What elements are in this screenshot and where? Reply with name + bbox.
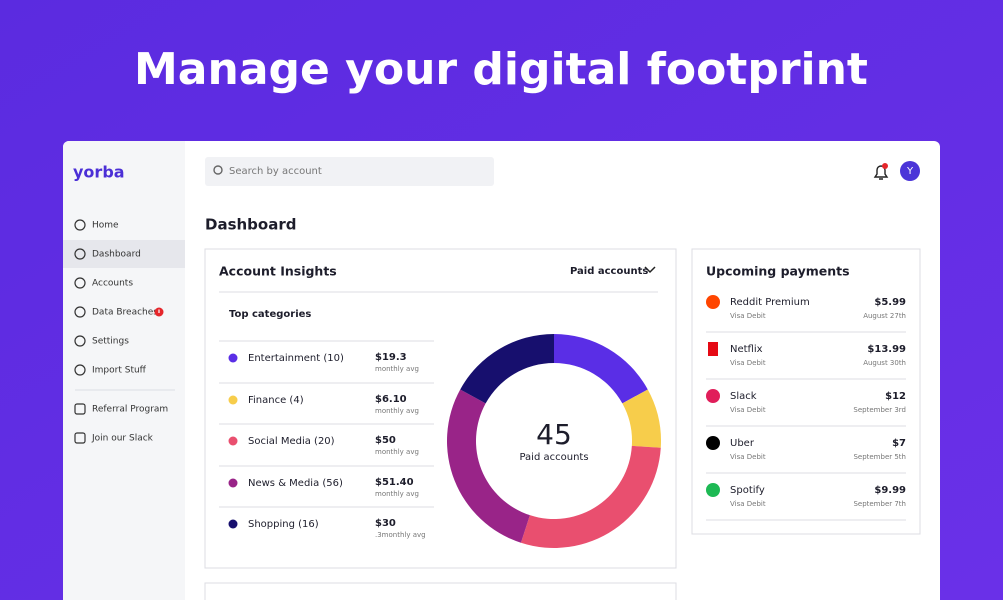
category-label: Social Media (20): [248, 436, 335, 447]
nav-item[interactable]: Accounts: [92, 279, 133, 289]
payment-name: Netflix: [730, 344, 763, 355]
category-note: monthly avg: [375, 365, 419, 373]
payment-date: September 7th: [853, 500, 906, 508]
nav-item[interactable]: Data Breaches: [92, 308, 158, 318]
payment-amount: $13.99: [867, 344, 906, 355]
dropdown[interactable]: Paid accounts: [570, 266, 648, 277]
category-note: .3monthly avg: [375, 531, 426, 539]
donut-segment: [460, 334, 554, 404]
nav-icon: [74, 219, 86, 231]
chevron: [644, 266, 656, 274]
payments-panel: [691, 248, 921, 535]
service-icon: [706, 436, 720, 450]
category-label: Finance (4): [248, 395, 304, 406]
category-label: Entertainment (10): [248, 353, 344, 364]
category-amount: $30: [375, 518, 396, 529]
payment-date: September 3rd: [853, 406, 906, 414]
payment-plan: Visa Debit: [730, 500, 766, 508]
category-note: monthly avg: [375, 407, 419, 415]
donut-segment: [622, 389, 661, 448]
nav-item[interactable]: Join our Slack: [91, 434, 154, 444]
payment-date: September 5th: [853, 453, 906, 461]
service-icon: [706, 389, 720, 403]
donut-segment: [520, 445, 661, 548]
donut-segment: [554, 334, 648, 404]
service-icon: [706, 483, 720, 497]
category-dot: [228, 353, 238, 363]
nav-icon: [74, 277, 86, 289]
payment-name: Uber: [730, 438, 755, 449]
nav-item[interactable]: Settings: [92, 337, 129, 347]
category-dot: [228, 478, 238, 488]
category-dot: [228, 436, 238, 446]
service-icon: [706, 295, 720, 309]
logo: yorba: [73, 163, 125, 182]
nav-icon: [74, 364, 86, 376]
nav-active: [63, 240, 185, 268]
payment-plan: Visa Debit: [730, 359, 766, 367]
bell-icon[interactable]: [873, 165, 889, 180]
payment-date: August 30th: [863, 359, 906, 367]
payment-plan: Visa Debit: [730, 453, 766, 461]
page-title: Dashboard: [205, 216, 296, 234]
headline: Manage your digital footprint: [134, 44, 868, 95]
payment-name: Spotify: [730, 485, 765, 496]
notification-dot: [882, 163, 888, 169]
search-placeholder: Search by account: [229, 166, 322, 177]
nav-item[interactable]: Home: [92, 221, 119, 231]
nav-icon: [74, 248, 86, 260]
payment-amount: $5.99: [874, 297, 906, 308]
donut-segment: [447, 389, 530, 543]
category-dot: [228, 395, 238, 405]
search-box[interactable]: [205, 157, 494, 186]
category-amount: $6.10: [375, 394, 407, 405]
panel-title: Upcoming payments: [706, 264, 850, 279]
payment-plan: Visa Debit: [730, 406, 766, 414]
payment-amount: $7: [892, 438, 906, 449]
category-note: monthly avg: [375, 490, 419, 498]
category-label: News & Media (56): [248, 478, 343, 489]
search-icon: [213, 165, 223, 175]
category-label: Shopping (16): [248, 519, 319, 530]
payment-amount: $9.99: [874, 485, 906, 496]
nav-icon: [74, 403, 86, 415]
panel-title: Account Insights: [219, 264, 337, 279]
category-dot: [228, 519, 238, 529]
category-amount: $19.3: [375, 352, 407, 363]
payment-name: Slack: [730, 391, 757, 402]
nav-icon: [74, 306, 86, 318]
nav-item[interactable]: Dashboard: [92, 250, 141, 260]
nav-icon: [74, 335, 86, 347]
category-amount: $50: [375, 435, 396, 446]
subtitle: Top categories: [229, 309, 311, 320]
payment-date: August 27th: [863, 312, 906, 320]
payment-amount: $12: [885, 391, 906, 402]
donut-caption: Paid accounts: [519, 452, 588, 463]
donut-total: 45: [536, 418, 572, 451]
category-amount: $51.40: [375, 477, 414, 488]
nav-icon: [74, 432, 86, 444]
nav-item[interactable]: Import Stuff: [92, 366, 147, 376]
service-icon: [708, 342, 718, 356]
payment-plan: Visa Debit: [730, 312, 766, 320]
nav-item[interactable]: Referral Program: [92, 405, 168, 415]
payment-name: Reddit Premium: [730, 297, 810, 308]
category-note: monthly avg: [375, 448, 419, 456]
lower-panel: [204, 582, 677, 600]
avatar[interactable]: [900, 161, 920, 181]
avatar-letter: Y: [906, 166, 914, 177]
